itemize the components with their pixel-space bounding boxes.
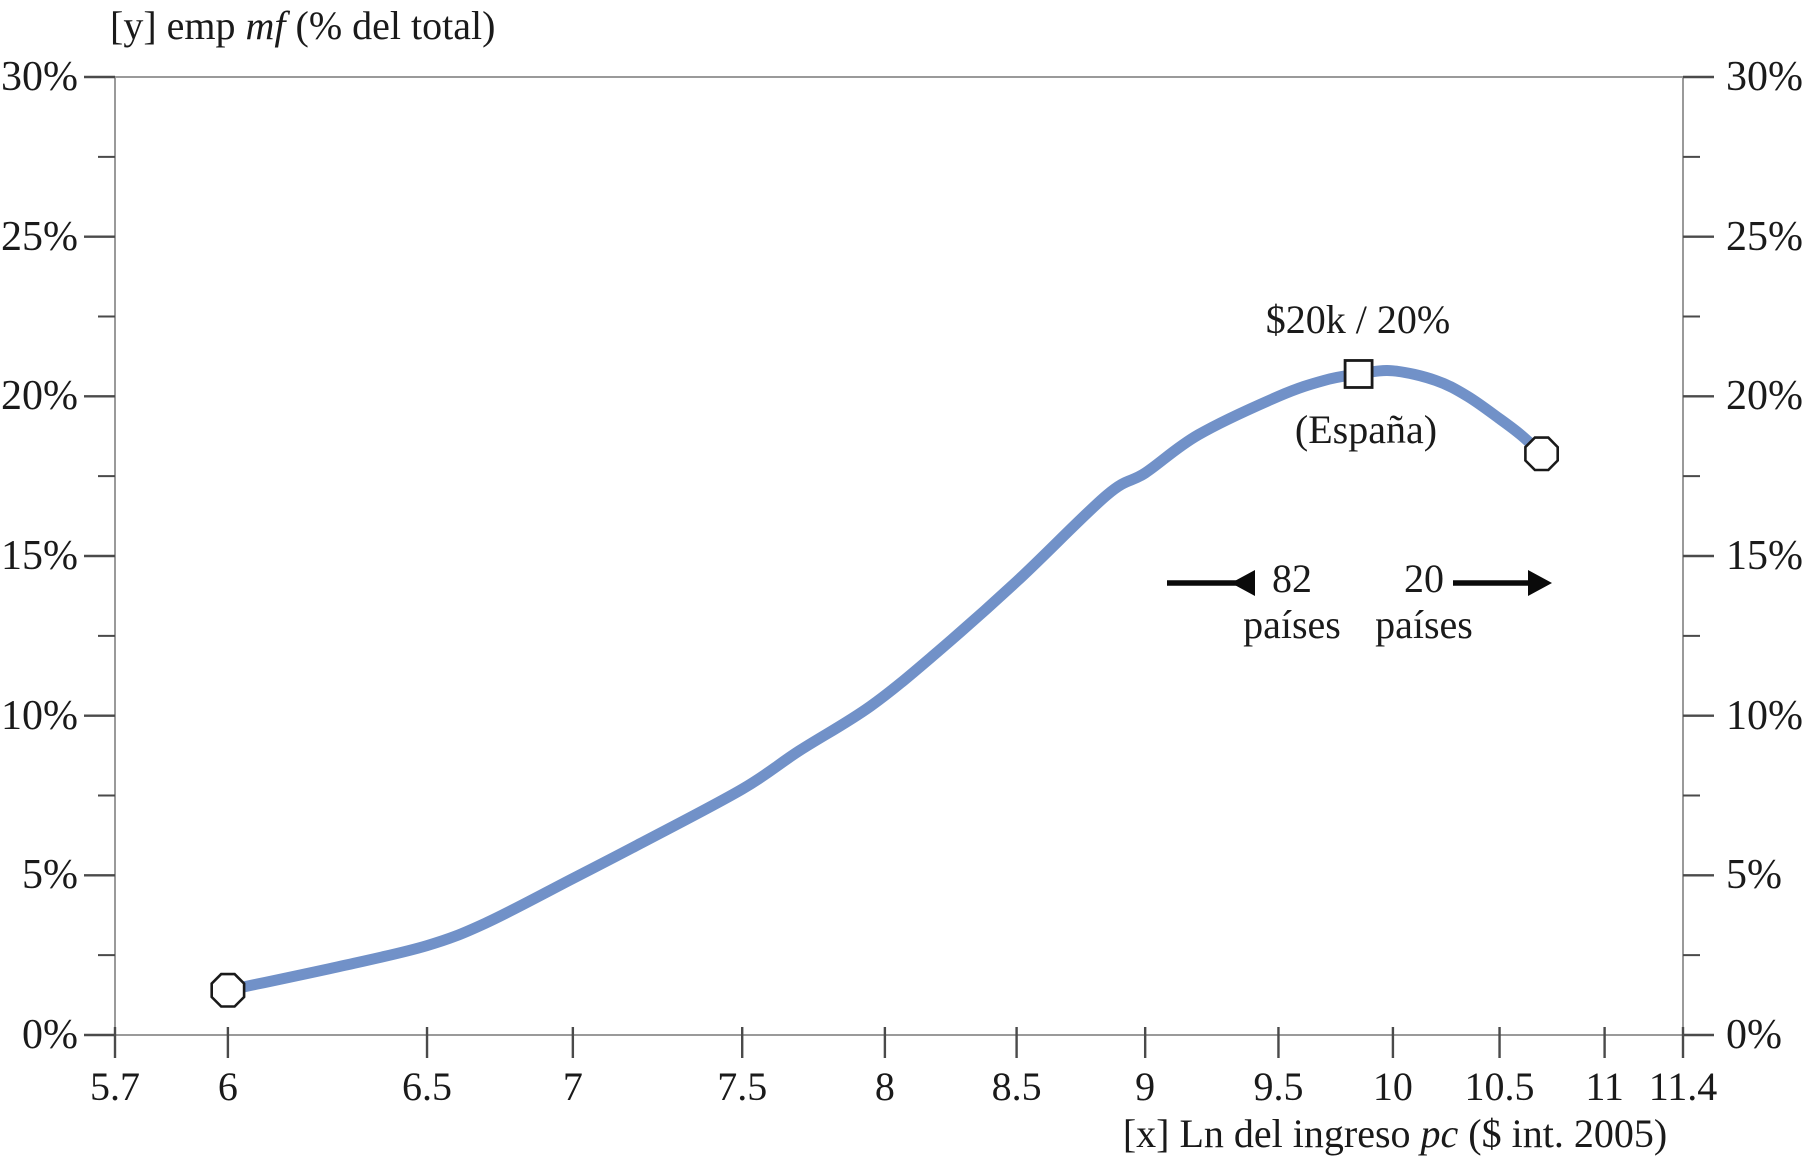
x-tick-label: 6.5 xyxy=(402,1064,453,1109)
peak-annotation: $20k / 20% xyxy=(1265,297,1451,342)
right-group-annotation: 20 países xyxy=(1375,556,1473,648)
x-tick-label: 6 xyxy=(217,1064,238,1109)
left-arrow-head xyxy=(1231,570,1255,596)
y-tick-label-right: 10% xyxy=(1726,692,1803,739)
x-tick-label: 9.5 xyxy=(1253,1064,1304,1109)
x-tick-label: 11 xyxy=(1585,1064,1624,1109)
y-tick-label-right: 15% xyxy=(1726,533,1803,579)
x-tick-label: 10 xyxy=(1372,1064,1413,1109)
y-tick-label-right: 30% xyxy=(1726,54,1803,100)
series-curve xyxy=(222,365,1548,996)
y-axis-title-text: [y] emp xyxy=(110,3,246,48)
square-marker xyxy=(1343,359,1374,389)
x-tick-label: 8 xyxy=(874,1064,895,1109)
y-axis-title-italic: mf xyxy=(245,3,286,48)
right-arrow-head xyxy=(1528,570,1552,596)
y-tick-label-left: 10% xyxy=(1,692,78,739)
x-tick-label: 5.7 xyxy=(90,1064,140,1109)
y-tick-label-left: 5% xyxy=(22,852,78,899)
y-tick-label-right: 25% xyxy=(1726,213,1803,260)
right-group-count: 20 xyxy=(1403,556,1444,601)
y-tick-label-right: 20% xyxy=(1726,373,1803,420)
octagon-marker xyxy=(210,972,246,1008)
y-tick-label-left: 25% xyxy=(1,213,78,260)
y-tick-label-left: 0% xyxy=(22,1012,78,1058)
x-axis-title-suffix: ($ int. 2005) xyxy=(1458,1111,1668,1156)
x-axis-title: [x] Ln del ingreso pc ($ int. 2005) xyxy=(1123,1110,1667,1157)
y-tick-label-left: 20% xyxy=(1,373,78,420)
x-tick-label: 10.5 xyxy=(1464,1064,1535,1109)
octagon-marker xyxy=(1524,436,1559,472)
y-tick-label-left: 15% xyxy=(1,533,78,579)
left-group-count: 82 xyxy=(1271,556,1312,601)
country-annotation: (España) xyxy=(1294,407,1438,452)
x-tick-label: 9 xyxy=(1135,1064,1156,1109)
right-group-word: países xyxy=(1375,602,1473,647)
y-tick-label-right: 0% xyxy=(1726,1012,1782,1058)
x-axis-title-text: [x] Ln del ingreso xyxy=(1122,1111,1421,1156)
left-group-annotation: 82 países xyxy=(1243,556,1341,648)
x-tick-label: 7.5 xyxy=(717,1064,768,1109)
x-tick-label: 7 xyxy=(562,1064,583,1109)
x-axis-title-italic: pc xyxy=(1420,1111,1459,1156)
left-group-word: países xyxy=(1243,602,1341,647)
y-axis-title: [y] emp mf (% del total) xyxy=(110,2,495,49)
x-tick-label: 8.5 xyxy=(991,1064,1042,1109)
y-tick-label-left: 30% xyxy=(1,54,78,100)
y-tick-label-right: 5% xyxy=(1726,852,1782,899)
y-axis-title-suffix: (% del total) xyxy=(285,3,496,48)
x-tick-label: 11.4 xyxy=(1648,1064,1718,1109)
